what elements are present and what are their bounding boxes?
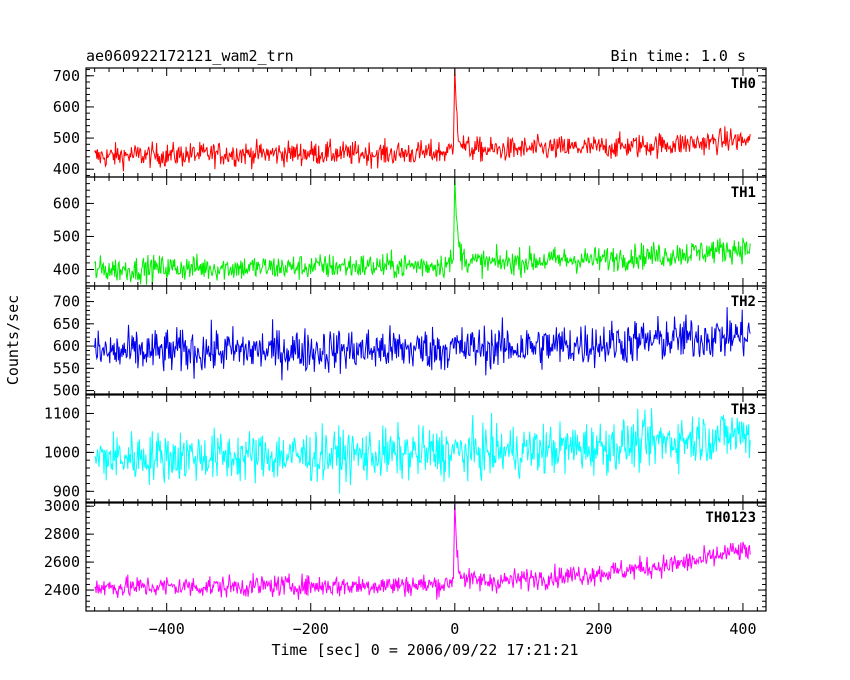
panel-th0: 400 500 600 700 TH0	[53, 67, 767, 178]
plot-title: ae060922172121_wam2_trn	[86, 47, 294, 65]
panel-label-th3: TH3	[731, 402, 756, 418]
panel-label-th1: TH1	[731, 185, 756, 201]
y-axis-label: Counts/sec	[4, 295, 22, 385]
panel-label-th2: TH2	[731, 294, 756, 310]
series-line-th2	[94, 307, 751, 381]
y-tick-label: 1100	[44, 404, 80, 422]
x-tick-label: 200	[585, 620, 612, 638]
y-tick-label: 2400	[44, 581, 80, 599]
panel-th2: 500 550 600 650 700 TH2	[53, 285, 767, 400]
series-line-th1	[94, 177, 751, 285]
x-tick-label: 0	[450, 620, 459, 638]
series-line-th0	[94, 68, 751, 172]
y-tick-label: 700	[53, 293, 80, 311]
panel-th0123: 2400 2600 2800 3000 TH0123	[44, 497, 767, 612]
bin-time-label: Bin time: 1.0 s	[611, 47, 746, 65]
y-tick-label: 650	[53, 315, 80, 333]
x-tick-label: 400	[729, 620, 756, 638]
y-tick-label: 2600	[44, 553, 80, 571]
y-tick-label: 3000	[44, 497, 80, 515]
series-line-th3	[94, 408, 751, 494]
y-tick-label: 1000	[44, 443, 80, 461]
panel-label-th0123: TH0123	[705, 510, 756, 526]
y-tick-label: 900	[53, 482, 80, 500]
y-tick-label: 500	[53, 382, 80, 400]
y-tick-label: 2800	[44, 525, 80, 543]
y-tick-label: 550	[53, 359, 80, 377]
panel-frame	[85, 67, 767, 178]
y-tick-label: 600	[53, 337, 80, 355]
y-tick-label: 400	[53, 260, 80, 278]
panel-label-th0: TH0	[731, 76, 756, 92]
x-axis: −400 −200 0 200 400	[149, 620, 757, 638]
x-axis-label: Time [sec] 0 = 2006/09/22 17:21:21	[271, 641, 578, 659]
y-tick-label: 600	[53, 194, 80, 212]
panel-th1: 400 500 600 TH1	[53, 176, 767, 287]
panel-frame	[85, 393, 767, 504]
panel-stack: 400 500 600 700 TH0 400 500 600 TH1 500 550 600 650 7…	[44, 67, 767, 612]
y-tick-label: 500	[53, 227, 80, 245]
x-tick-label: −400	[149, 620, 185, 638]
x-tick-label: −200	[293, 620, 329, 638]
y-tick-label: 600	[53, 98, 80, 116]
y-tick-label: 400	[53, 160, 80, 178]
y-tick-label: 500	[53, 129, 80, 147]
panel-th3: 900 1000 1100 TH3	[44, 393, 767, 504]
series-line-th0123	[94, 502, 751, 600]
y-tick-label: 700	[53, 67, 80, 85]
